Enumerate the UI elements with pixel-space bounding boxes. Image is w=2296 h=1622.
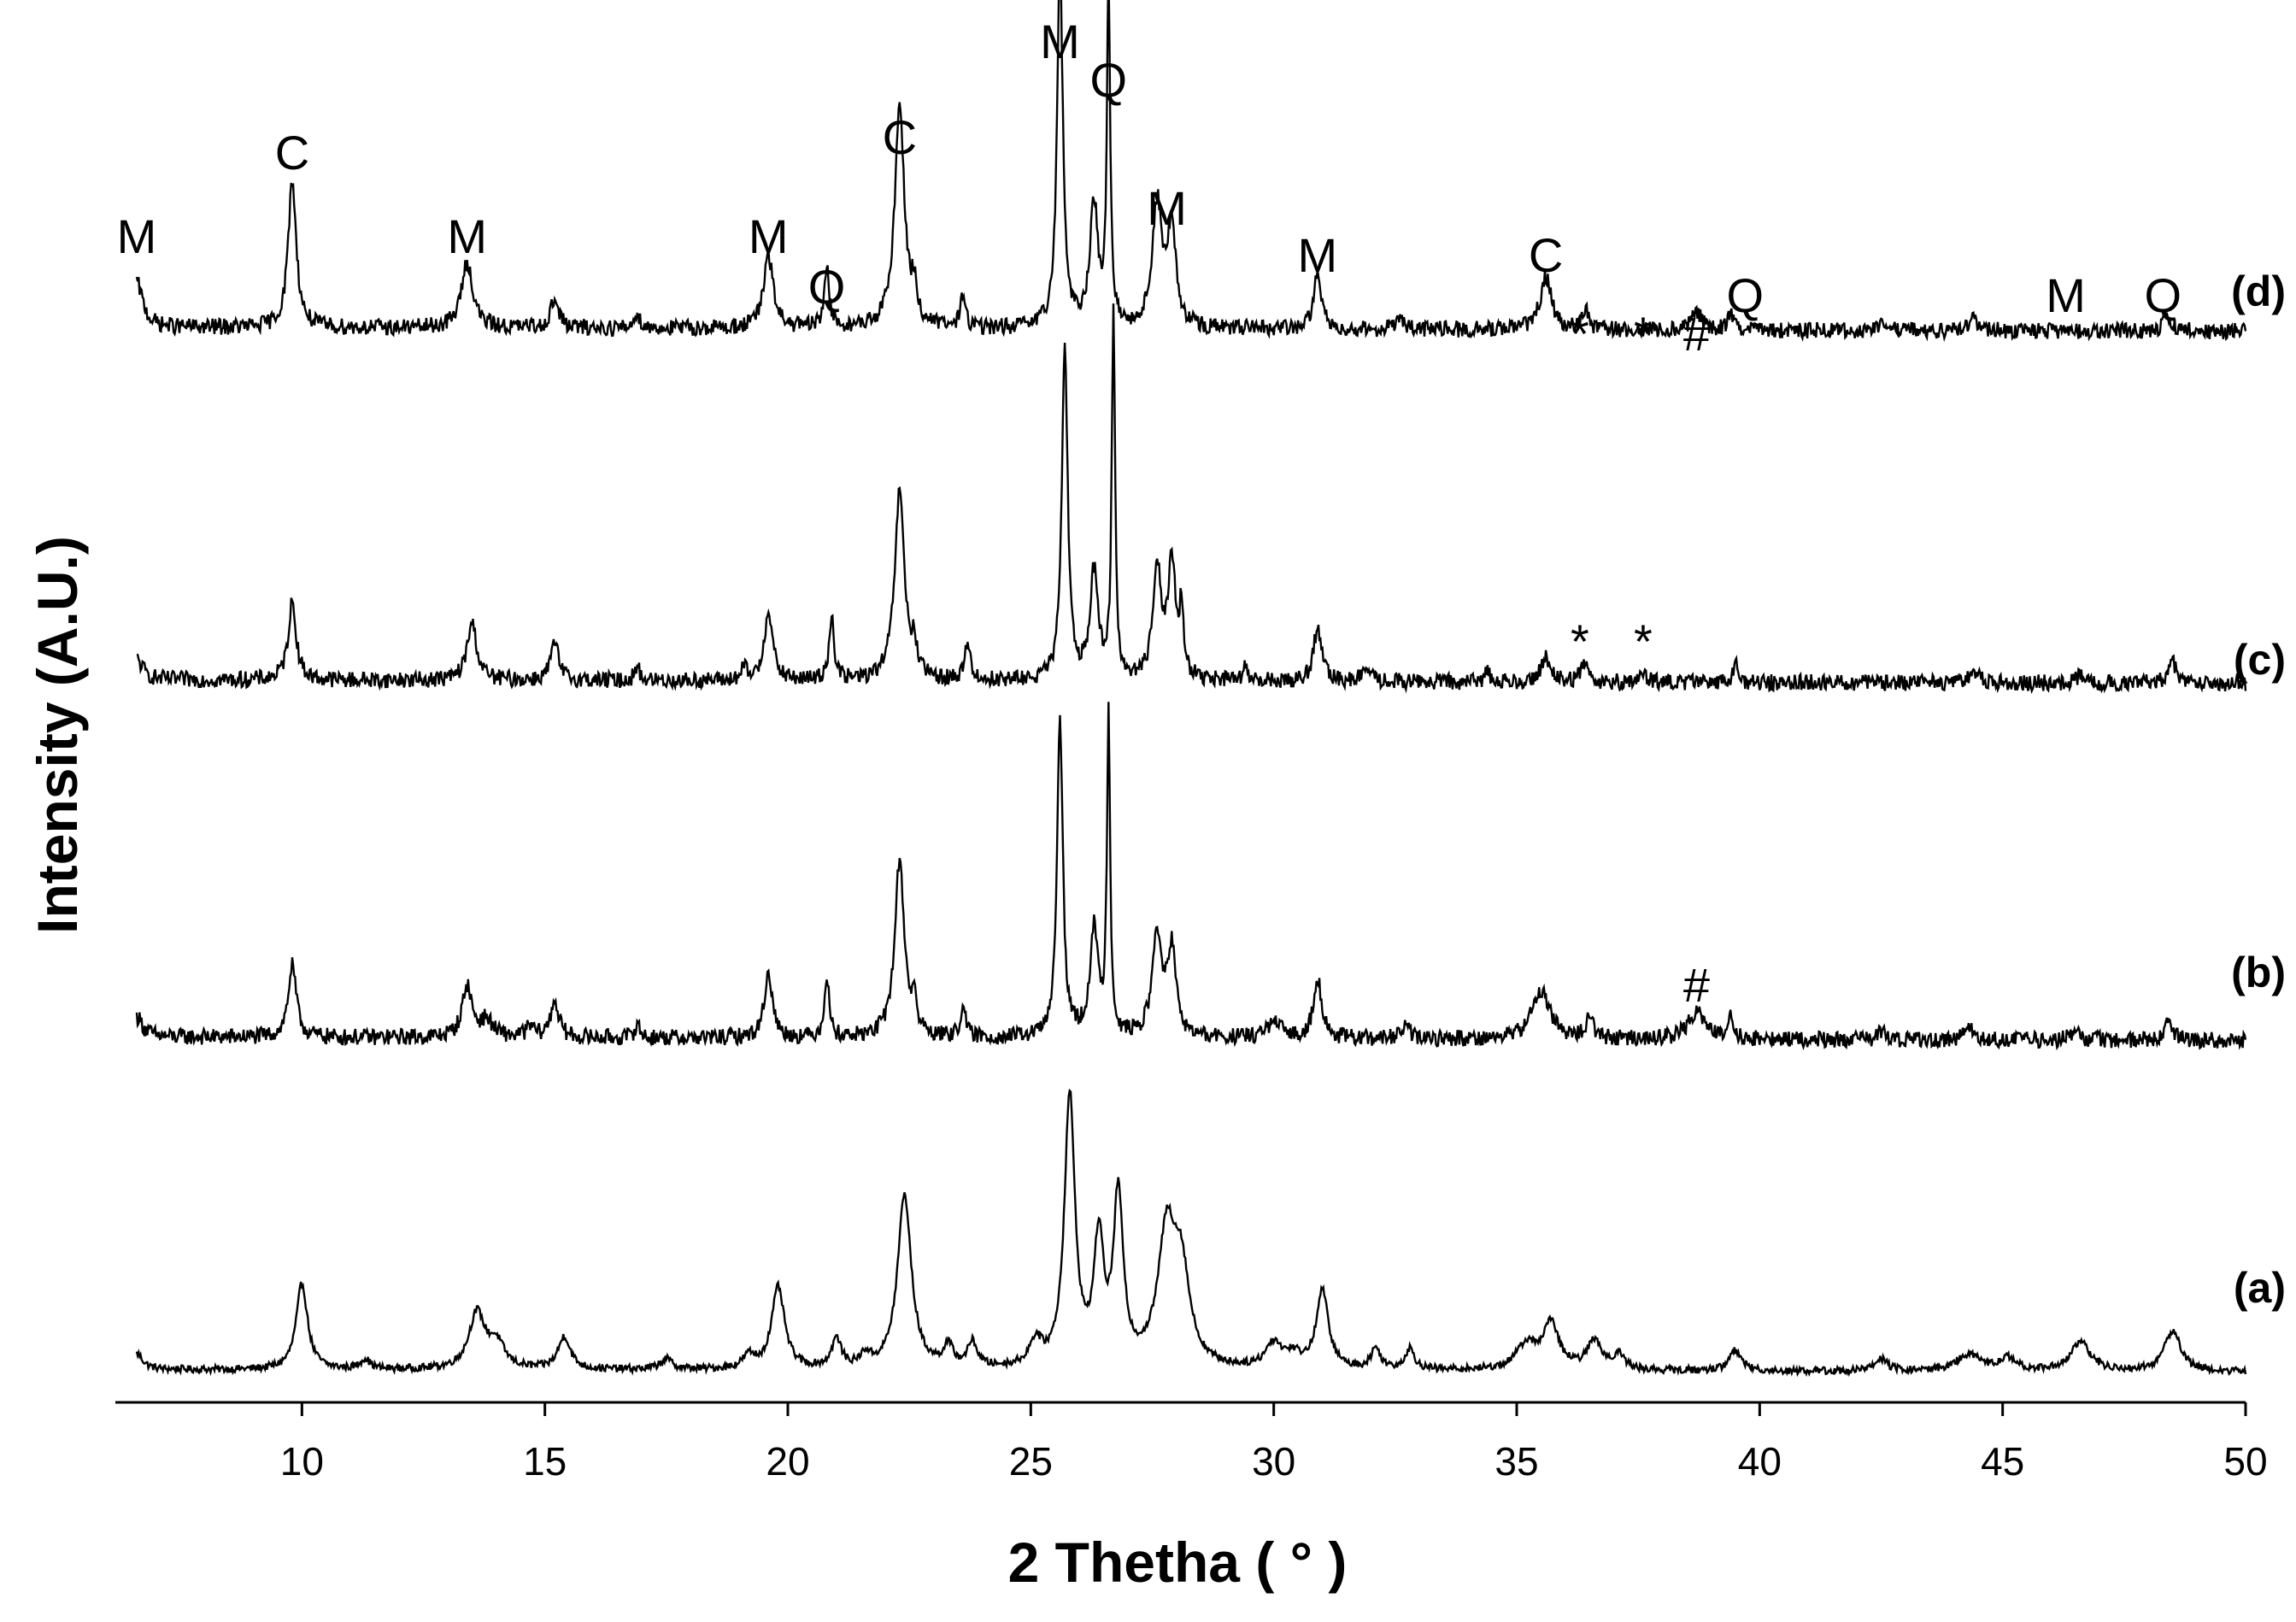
peak-label-m: M bbox=[2046, 268, 2086, 322]
peak-label-q: Q bbox=[1090, 53, 1128, 107]
y-axis-title: Intensity (A.U.) bbox=[26, 536, 89, 934]
peak-label-c: C bbox=[883, 110, 917, 164]
peak-label-m: M bbox=[1147, 181, 1187, 235]
peak-label-m: M bbox=[1298, 228, 1338, 282]
peak-label-m: M bbox=[117, 209, 157, 263]
trace-label: (d) bbox=[2231, 267, 2286, 315]
trace-label: (c) bbox=[2234, 636, 2286, 684]
series-line-b bbox=[135, 702, 2247, 1051]
x-tick-label: 25 bbox=[1009, 1439, 1053, 1484]
peak-label-star: * bbox=[1571, 307, 1589, 361]
x-tick-label: 20 bbox=[766, 1439, 809, 1484]
series-line-c bbox=[136, 303, 2247, 695]
trace-label: (a) bbox=[2234, 1264, 2286, 1312]
peak-label-m: M bbox=[447, 209, 487, 263]
x-axis-title: 2 Thetha ( ° ) bbox=[1008, 1531, 1348, 1594]
trace-labels: (a) (b) (c) (d) bbox=[2231, 267, 2286, 1312]
peak-label-c: C bbox=[275, 126, 309, 179]
x-tick-label: 40 bbox=[1738, 1439, 1782, 1484]
trace-label: (b) bbox=[2231, 949, 2286, 996]
pattern-traces bbox=[135, 0, 2247, 1378]
peak-label-q: Q bbox=[1726, 268, 1764, 322]
peak-label-hash: # bbox=[1683, 307, 1710, 361]
peak-label-q: Q bbox=[808, 260, 846, 314]
x-tick-label: 45 bbox=[1981, 1439, 2024, 1484]
x-tick-label: 15 bbox=[523, 1439, 567, 1484]
peak-label-m: M bbox=[749, 209, 789, 263]
peak-label-m: M bbox=[1040, 15, 1080, 68]
peak-label-hash: # bbox=[1683, 958, 1710, 1012]
x-tick-label: 35 bbox=[1494, 1439, 1538, 1484]
x-tick-label: 10 bbox=[280, 1439, 324, 1484]
peak-label-c: C bbox=[1529, 228, 1563, 282]
peak-label-q: Q bbox=[2145, 268, 2182, 322]
series-line-d bbox=[135, 0, 2247, 343]
x-tick-label: 30 bbox=[1252, 1439, 1295, 1484]
peak-label-star: * bbox=[1634, 614, 1653, 668]
peak-label-star: * bbox=[1634, 307, 1653, 361]
x-tick-label: 50 bbox=[2223, 1439, 2267, 1484]
x-axis-ticks: 10 15 20 25 30 35 40 45 50 bbox=[280, 1402, 2268, 1484]
series-line-a bbox=[135, 1088, 2247, 1378]
peak-label-star: * bbox=[1571, 614, 1589, 668]
